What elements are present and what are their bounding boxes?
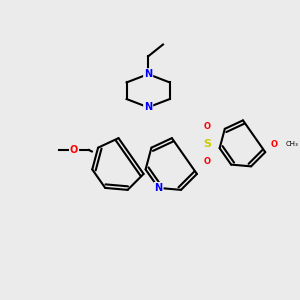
- Text: O: O: [204, 122, 211, 131]
- Text: N: N: [154, 183, 163, 193]
- Text: O: O: [204, 158, 211, 166]
- Text: O: O: [270, 140, 277, 148]
- Text: N: N: [144, 69, 152, 79]
- Text: N: N: [144, 102, 152, 112]
- Text: CH₃: CH₃: [286, 141, 298, 147]
- Text: S: S: [203, 139, 211, 149]
- Text: O: O: [70, 145, 78, 155]
